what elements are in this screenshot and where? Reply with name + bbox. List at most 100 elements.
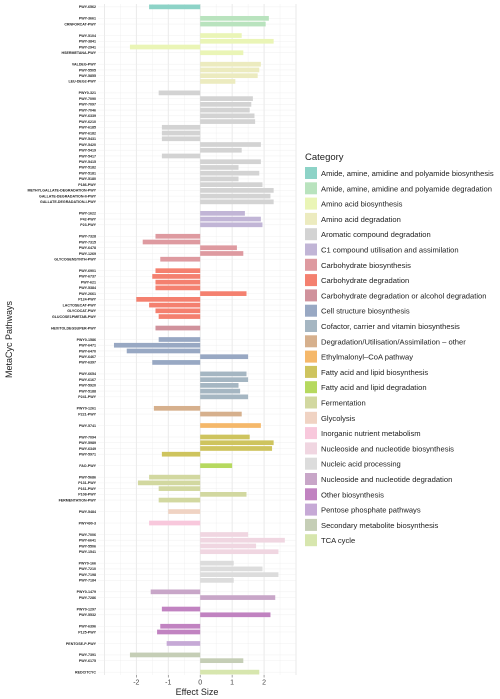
bar (155, 268, 201, 274)
bar (200, 354, 249, 360)
bar (200, 79, 236, 84)
bar (161, 153, 201, 159)
legend-label: Fatty acid and lipid biosynthesis (321, 368, 428, 377)
bar (158, 337, 201, 342)
pathway-label: PWY-1622 (79, 212, 96, 216)
legend-key (305, 258, 317, 271)
pathway-label: HEXITOLDEGSUPER-PWY (51, 326, 97, 330)
legend-label: Amino acid degradation (321, 215, 401, 224)
pathway-label: PWY-5505 (79, 68, 96, 72)
legend-key (305, 167, 317, 179)
pathway-label: FAO-PWY (79, 464, 96, 468)
bar (200, 423, 261, 428)
bar (149, 474, 201, 480)
pathway-label: P124-PWY (78, 298, 96, 302)
bar (149, 4, 201, 10)
pathway-label: P23-PWY (80, 223, 96, 227)
bar (161, 124, 201, 130)
legend-label: Nucleoside and nucleotide biosynthesis (321, 444, 454, 453)
pathway-label: PWY-7328 (79, 235, 96, 239)
legend-key (305, 212, 317, 225)
pathway-label: PWY-5989 (79, 441, 96, 445)
x-tick-label: 2 (262, 680, 266, 687)
bar (200, 147, 242, 153)
pathway-label: PWY-5532 (79, 613, 96, 617)
bar (200, 549, 279, 555)
pathway-label: P131-PWY (78, 481, 96, 485)
bar (160, 623, 201, 629)
bar (200, 251, 244, 256)
pathway-label: PWY0-1479 (77, 590, 96, 594)
pathway-label: PWY-7006 (79, 533, 96, 537)
bar (200, 434, 250, 440)
bar (200, 216, 261, 222)
bar (200, 411, 242, 417)
pathway-label: GLYCOCAT-PWY (67, 309, 96, 313)
bar (200, 446, 273, 451)
bar (126, 348, 201, 354)
bar (152, 274, 201, 279)
bar (168, 509, 201, 514)
legend-label: C1 compound utilisation and assimilation (321, 246, 459, 255)
pathway-label: PWY-6478 (79, 246, 96, 250)
bar (200, 61, 261, 67)
pathway-label: PWY-5506 (79, 544, 96, 548)
pathway-label: PWY-5484 (79, 510, 96, 514)
pathway-label: GALLATE-DEGRADATION-I-PWY (40, 200, 97, 204)
bar (113, 342, 201, 348)
bar (161, 136, 201, 142)
pathway-label: PWY-5920 (79, 384, 96, 388)
bar (200, 595, 276, 600)
pathway-label: P186-PWY (78, 183, 96, 187)
bar (157, 629, 201, 635)
pathway-label: VALDEG-PWY (72, 63, 97, 67)
legend-key (305, 304, 317, 317)
bar (200, 50, 244, 56)
pathway-label: PWY0-321 (79, 91, 96, 95)
bar (200, 170, 260, 176)
legend-label: TCA cycle (321, 536, 355, 545)
legend-key (305, 534, 317, 547)
pathway-label: PWY-2661 (79, 292, 96, 296)
legend-label: Amide, amine, amidine and polyamide degr… (321, 184, 492, 193)
bar (200, 491, 247, 497)
bar (155, 308, 201, 314)
pathway-label: HSERMETANA-PWY (62, 51, 97, 55)
legend-label: Fatty acid and lipid degradation (321, 383, 427, 392)
pathway-label: P221-PWY (78, 412, 96, 416)
pathway-label: PWY-5686 (79, 475, 96, 479)
legend-label: Carbohydrate degradation or alcohol degr… (321, 291, 487, 300)
pathway-label: PWY-3661 (79, 17, 96, 21)
legend-label: Ethylmalonyl–CoA pathway (321, 353, 413, 362)
legend-key (305, 197, 317, 210)
legend-key (305, 488, 317, 501)
pathway-label: P42-PWY (80, 217, 96, 221)
pathway-label: PWY-2941 (79, 45, 96, 49)
bar (155, 325, 201, 331)
pathway-label: PWY-6339 (79, 114, 96, 118)
pathway-label: PWY-3841 (79, 40, 96, 44)
bar (200, 463, 233, 469)
pathway-label: PWY0-1261 (77, 407, 96, 411)
bar (200, 612, 271, 618)
pathway-label: LACTOSECAT-PWY (63, 303, 97, 307)
bar (200, 119, 256, 124)
bar (153, 405, 201, 411)
pathway-label: PWY-6562 (79, 5, 96, 9)
x-axis-label: Effect Size (176, 687, 219, 697)
pathway-label: PWY-6641 (79, 539, 96, 543)
pathway-label: PWY-5431 (79, 137, 96, 141)
bar (149, 302, 201, 308)
pathway-label: METHYLGALLATE-DEGRADATION-PWY (27, 189, 96, 193)
bar (200, 371, 247, 377)
legend-key (305, 228, 317, 241)
legend-key (305, 335, 317, 348)
x-tick-label: -2 (133, 680, 139, 687)
bar (136, 297, 201, 302)
bar (200, 182, 263, 188)
pathway-label: PWY-7046 (79, 108, 96, 112)
legend-key (305, 518, 317, 531)
pathway-label: PWY-7210 (79, 567, 96, 571)
bar (200, 113, 255, 119)
